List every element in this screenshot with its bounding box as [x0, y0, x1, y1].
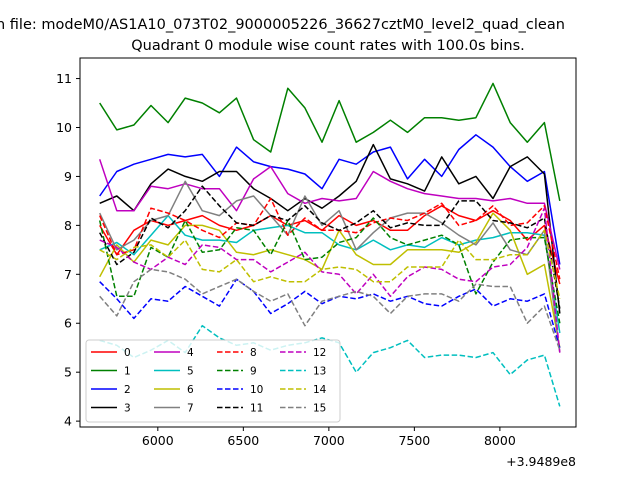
chart-title: Quadrant 0 module wise count rates with … [131, 38, 525, 54]
series-line-14 [99, 229, 561, 299]
series-line-4 [98, 159, 561, 270]
legend-label-6: 6 [187, 384, 194, 396]
legend-label-14: 14 [313, 384, 327, 396]
series-line-9 [98, 217, 561, 324]
legend-label-4: 4 [187, 347, 194, 359]
y-tick-label: 11 [56, 71, 72, 86]
legend-label-0: 0 [124, 347, 131, 359]
y-tick-label: 5 [64, 365, 72, 380]
legend-label-13: 13 [313, 366, 326, 378]
legend-label-12: 12 [313, 347, 326, 359]
y-tick-label: 10 [56, 120, 72, 135]
y-tick-label: 9 [64, 169, 72, 184]
y-tick-label: 4 [64, 414, 72, 429]
x-offset-label: +3.9489e8 [506, 454, 576, 469]
series-line-10 [99, 278, 561, 348]
legend-label-7: 7 [187, 403, 194, 415]
series-line-6 [99, 212, 561, 348]
legend-label-11: 11 [250, 403, 263, 415]
plot-frame [79, 57, 577, 428]
x-tick-label: 8000 [484, 433, 516, 448]
y-tick-label: 7 [64, 267, 72, 282]
legend-label-8: 8 [250, 347, 257, 359]
series-line-12 [99, 207, 561, 353]
legend-label-2: 2 [124, 384, 131, 396]
legend-box [85, 339, 341, 423]
series-line-15 [99, 268, 561, 351]
series-line-2 [99, 134, 561, 265]
legend-label-9: 9 [250, 366, 257, 378]
x-tick-label: 7000 [313, 433, 345, 448]
series-line-0 [99, 205, 561, 285]
legend-label-3: 3 [124, 403, 131, 415]
series-line-3 [99, 143, 561, 314]
x-tick-label: 6000 [142, 433, 174, 448]
x-tick-label: 6500 [227, 433, 259, 448]
legend-label-1: 1 [124, 366, 131, 378]
x-tick-label: 7500 [398, 433, 430, 448]
y-tick-label: 8 [64, 218, 72, 233]
y-tick-label: 6 [64, 316, 72, 331]
chart-suptitle: n file: modeM0/AS1A10_073T02_9000005226_… [0, 17, 565, 33]
series-line-8 [99, 197, 561, 280]
series-line-5 [99, 214, 561, 334]
legend-label-10: 10 [250, 384, 263, 396]
series-line-7 [99, 180, 561, 353]
series-line-1 [99, 82, 561, 202]
legend-label-5: 5 [187, 366, 194, 378]
legend-label-15: 15 [313, 403, 326, 415]
series-line-11 [99, 185, 561, 309]
